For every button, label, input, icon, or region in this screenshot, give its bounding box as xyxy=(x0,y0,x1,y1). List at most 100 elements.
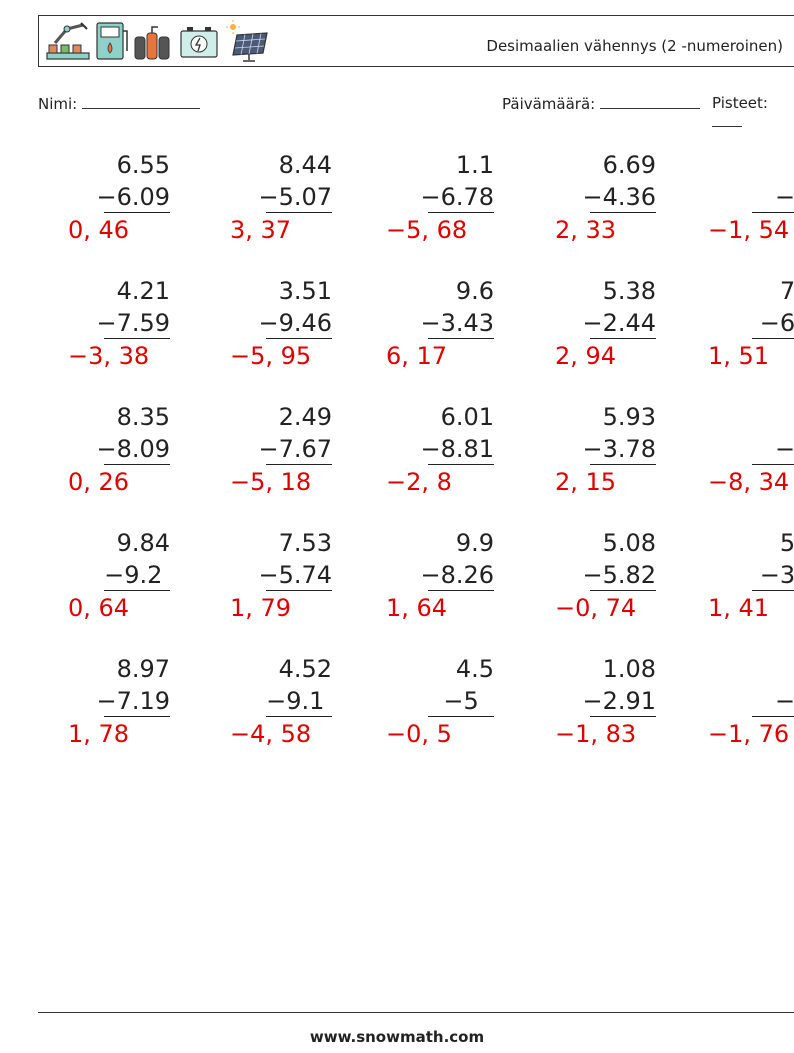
gas-cylinders-icon xyxy=(134,26,170,60)
minuend: 4.52 xyxy=(278,655,332,683)
minuend: 4.21 xyxy=(116,277,170,305)
subtrahend: −6.78 xyxy=(420,183,494,211)
answer: 2, 33 xyxy=(555,216,617,244)
footer-divider xyxy=(38,1012,794,1013)
answer: −1, 83 xyxy=(555,720,637,748)
answer-rule xyxy=(590,590,656,591)
minuend: 1. xyxy=(668,402,794,432)
answer-rule xyxy=(104,464,170,465)
answer: −2, 8 xyxy=(386,468,452,496)
subtrahend: −8.26 xyxy=(420,561,494,589)
answer-rule xyxy=(266,212,332,213)
minuend: 9.9 xyxy=(455,529,494,557)
answer: −0, 5 xyxy=(386,720,452,748)
answer: −4, 58 xyxy=(230,720,312,748)
answer-rule xyxy=(752,464,794,465)
answer-rule xyxy=(752,212,794,213)
subtrahend: −5. xyxy=(774,183,794,211)
answer: −0, 74 xyxy=(555,594,637,622)
name-field[interactable]: Nimi: xyxy=(38,94,201,113)
subtrahend: −9.46 xyxy=(258,309,332,337)
minuend: 9.84 xyxy=(116,529,170,557)
minuend: 6.55 xyxy=(116,151,170,179)
score-line xyxy=(712,112,742,127)
header-illustration xyxy=(46,20,268,62)
subtrahend: −3.43 xyxy=(420,309,494,337)
subtrahend: −3.78 xyxy=(582,435,656,463)
date-label: Päivämäärä: xyxy=(502,95,596,113)
minuend: 1.08 xyxy=(602,655,656,683)
answer-rule xyxy=(104,338,170,339)
minuend: 8.97 xyxy=(116,655,170,683)
answer-rule xyxy=(266,590,332,591)
answer: 0, 64 xyxy=(68,594,130,622)
subtrahend: −8.81 xyxy=(420,435,494,463)
subtrahend: −7.19 xyxy=(96,687,170,715)
answer-rule xyxy=(266,716,332,717)
answer: 2, 15 xyxy=(555,468,617,496)
answer-rule xyxy=(104,716,170,717)
fuel-pump-icon xyxy=(96,22,128,60)
subtrahend: −8. xyxy=(774,687,794,715)
answer-rule xyxy=(104,212,170,213)
answer-rule xyxy=(266,464,332,465)
subtrahend: −9.1 xyxy=(266,687,332,715)
minuend: 3.51 xyxy=(278,277,332,305)
answer-rule xyxy=(590,716,656,717)
answer-rule xyxy=(266,338,332,339)
subtrahend: −2.44 xyxy=(582,309,656,337)
minuend: 5.93 xyxy=(602,403,656,431)
answer: 1, 64 xyxy=(386,594,448,622)
answer: 1, 78 xyxy=(68,720,130,748)
minuend: 8.44 xyxy=(278,151,332,179)
subtrahend: −5.07 xyxy=(258,183,332,211)
answer-rule xyxy=(590,338,656,339)
answer-rule xyxy=(104,590,170,591)
answer: −5, 68 xyxy=(386,216,468,244)
minuend: 6. xyxy=(668,654,794,684)
subtrahend: −2.91 xyxy=(582,687,656,715)
answer: 1, 51 xyxy=(708,342,770,370)
minuend: 7.53 xyxy=(278,529,332,557)
answer: 1, 79 xyxy=(230,594,292,622)
minuend: 2.49 xyxy=(278,403,332,431)
solar-panel-icon xyxy=(226,20,268,62)
answer: 6, 17 xyxy=(386,342,448,370)
subtrahend: −4.36 xyxy=(582,183,656,211)
minuend: 7.7 xyxy=(779,277,794,305)
answer: −5, 95 xyxy=(230,342,312,370)
minuend: 4.5 xyxy=(455,655,494,683)
answer-rule xyxy=(590,464,656,465)
answer-rule xyxy=(590,212,656,213)
minuend: 8.35 xyxy=(116,403,170,431)
answer: 0, 26 xyxy=(68,468,130,496)
robot-arm-icon xyxy=(46,22,90,60)
subtrahend: −9.2 xyxy=(104,561,170,589)
worksheet-header: Desimaalien vähennys (2 -numeroinen) xyxy=(38,15,794,67)
subtrahend: −3.9 xyxy=(759,561,794,589)
answer-rule xyxy=(428,590,494,591)
answer-rule xyxy=(428,464,494,465)
answer: −1, 54 xyxy=(708,216,790,244)
answer: −3, 38 xyxy=(68,342,150,370)
answer-rule xyxy=(428,716,494,717)
minuend: 5.3 xyxy=(779,529,794,557)
answer: 1, 41 xyxy=(708,594,770,622)
answer-rule xyxy=(752,338,794,339)
name-line xyxy=(82,94,201,109)
battery-icon xyxy=(180,27,218,58)
minuend: 5.08 xyxy=(602,529,656,557)
subtrahend: −7.67 xyxy=(258,435,332,463)
subtrahend: −5 xyxy=(443,687,494,715)
score-field[interactable]: Pisteet: xyxy=(712,94,794,131)
answer: −8, 34 xyxy=(708,468,790,496)
score-label: Pisteet: xyxy=(712,94,768,112)
subtrahend: −8.09 xyxy=(96,435,170,463)
subtrahend: −6.09 xyxy=(96,183,170,211)
subtrahend: −7.59 xyxy=(96,309,170,337)
date-field[interactable]: Päivämäärä: xyxy=(502,94,700,113)
subtrahend: −6.2 xyxy=(759,309,794,337)
answer: 0, 46 xyxy=(68,216,130,244)
answer: −1, 76 xyxy=(708,720,790,748)
minuend: 9.6 xyxy=(455,277,494,305)
